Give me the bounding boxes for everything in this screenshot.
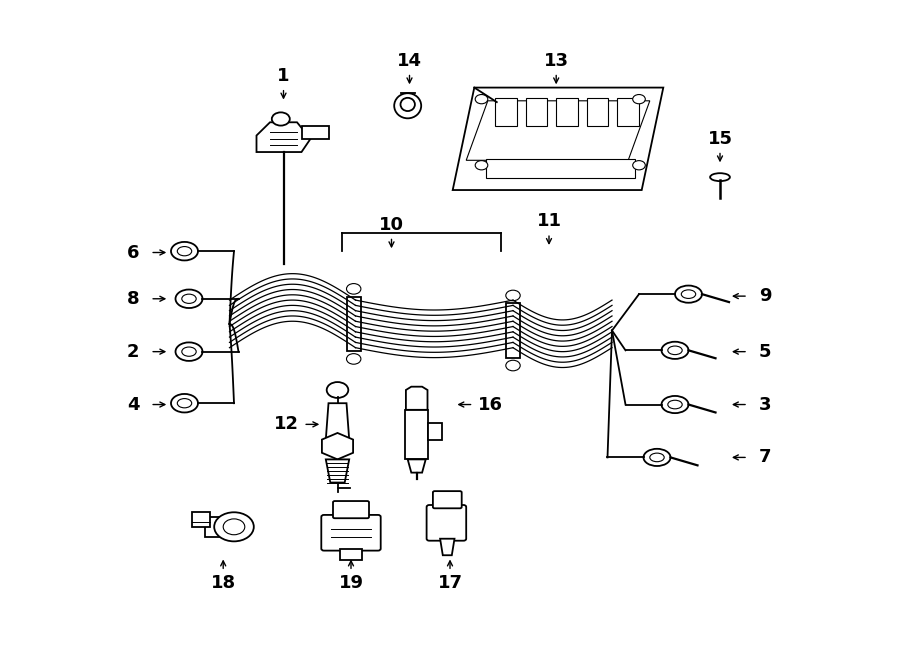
Circle shape: [327, 382, 348, 398]
Ellipse shape: [662, 342, 688, 359]
Bar: [486, 159, 634, 178]
Text: 2: 2: [127, 342, 140, 361]
Circle shape: [272, 112, 290, 126]
Text: 10: 10: [379, 215, 404, 234]
FancyBboxPatch shape: [333, 501, 369, 518]
Text: 14: 14: [397, 52, 422, 70]
Polygon shape: [205, 517, 232, 537]
Circle shape: [346, 284, 361, 294]
Text: 19: 19: [338, 574, 364, 592]
Ellipse shape: [182, 294, 196, 303]
Ellipse shape: [668, 346, 682, 354]
Polygon shape: [322, 433, 353, 459]
Text: 13: 13: [544, 52, 569, 70]
Ellipse shape: [177, 399, 192, 408]
Text: 5: 5: [759, 342, 771, 361]
Circle shape: [475, 161, 488, 170]
Ellipse shape: [400, 98, 415, 111]
FancyBboxPatch shape: [427, 505, 466, 541]
Circle shape: [633, 95, 645, 104]
Text: 7: 7: [759, 448, 771, 467]
Ellipse shape: [662, 396, 688, 413]
Bar: [526, 98, 547, 126]
Circle shape: [346, 354, 361, 364]
Text: 3: 3: [759, 395, 771, 414]
Bar: [340, 549, 362, 560]
Text: 16: 16: [478, 395, 503, 414]
Bar: [192, 512, 210, 527]
Ellipse shape: [675, 286, 702, 303]
Bar: [495, 98, 517, 126]
Bar: [506, 303, 520, 358]
Ellipse shape: [710, 173, 730, 181]
Ellipse shape: [668, 400, 682, 408]
Text: 9: 9: [759, 287, 771, 305]
FancyBboxPatch shape: [321, 515, 381, 551]
Ellipse shape: [171, 394, 198, 412]
Circle shape: [633, 161, 645, 170]
Ellipse shape: [171, 242, 198, 260]
Polygon shape: [326, 403, 349, 440]
Ellipse shape: [644, 449, 670, 466]
Bar: [428, 423, 442, 440]
Ellipse shape: [650, 453, 664, 461]
Polygon shape: [256, 122, 310, 152]
Text: 6: 6: [127, 243, 140, 262]
Ellipse shape: [176, 290, 202, 308]
Bar: [405, 410, 428, 459]
Bar: [617, 98, 639, 126]
Text: 4: 4: [127, 395, 140, 414]
Text: 18: 18: [211, 574, 236, 592]
Bar: [587, 98, 608, 126]
Text: 1: 1: [277, 67, 290, 85]
Polygon shape: [453, 87, 663, 190]
Ellipse shape: [177, 247, 192, 256]
Text: 12: 12: [274, 415, 299, 434]
Ellipse shape: [394, 93, 421, 118]
Ellipse shape: [176, 342, 202, 361]
Ellipse shape: [681, 290, 696, 298]
Ellipse shape: [182, 347, 196, 356]
Polygon shape: [406, 387, 428, 410]
Polygon shape: [440, 539, 454, 555]
Circle shape: [506, 360, 520, 371]
Polygon shape: [302, 126, 328, 139]
Bar: [556, 98, 578, 126]
FancyBboxPatch shape: [433, 491, 462, 508]
Text: 17: 17: [437, 574, 463, 592]
Text: 11: 11: [536, 212, 562, 231]
Circle shape: [223, 519, 245, 535]
Polygon shape: [326, 459, 349, 483]
Circle shape: [214, 512, 254, 541]
Bar: [346, 297, 361, 351]
Text: 15: 15: [707, 130, 733, 148]
Polygon shape: [466, 100, 650, 160]
Text: 8: 8: [127, 290, 140, 308]
Polygon shape: [408, 459, 426, 473]
Circle shape: [506, 290, 520, 301]
Circle shape: [475, 95, 488, 104]
